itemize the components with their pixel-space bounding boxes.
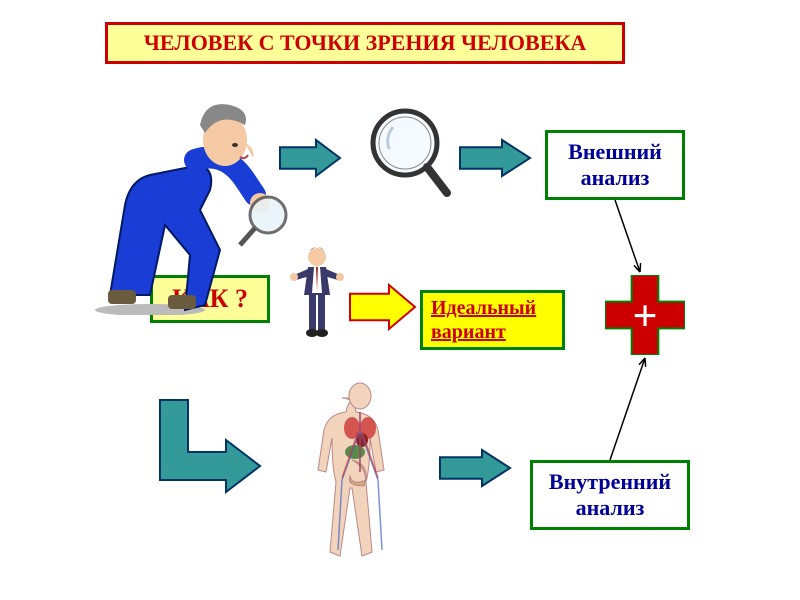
bending-man-illustration [90,85,290,315]
magnifier-icon [365,105,455,205]
anatomy-illustration [300,380,420,575]
small-man-illustration [290,245,345,340]
